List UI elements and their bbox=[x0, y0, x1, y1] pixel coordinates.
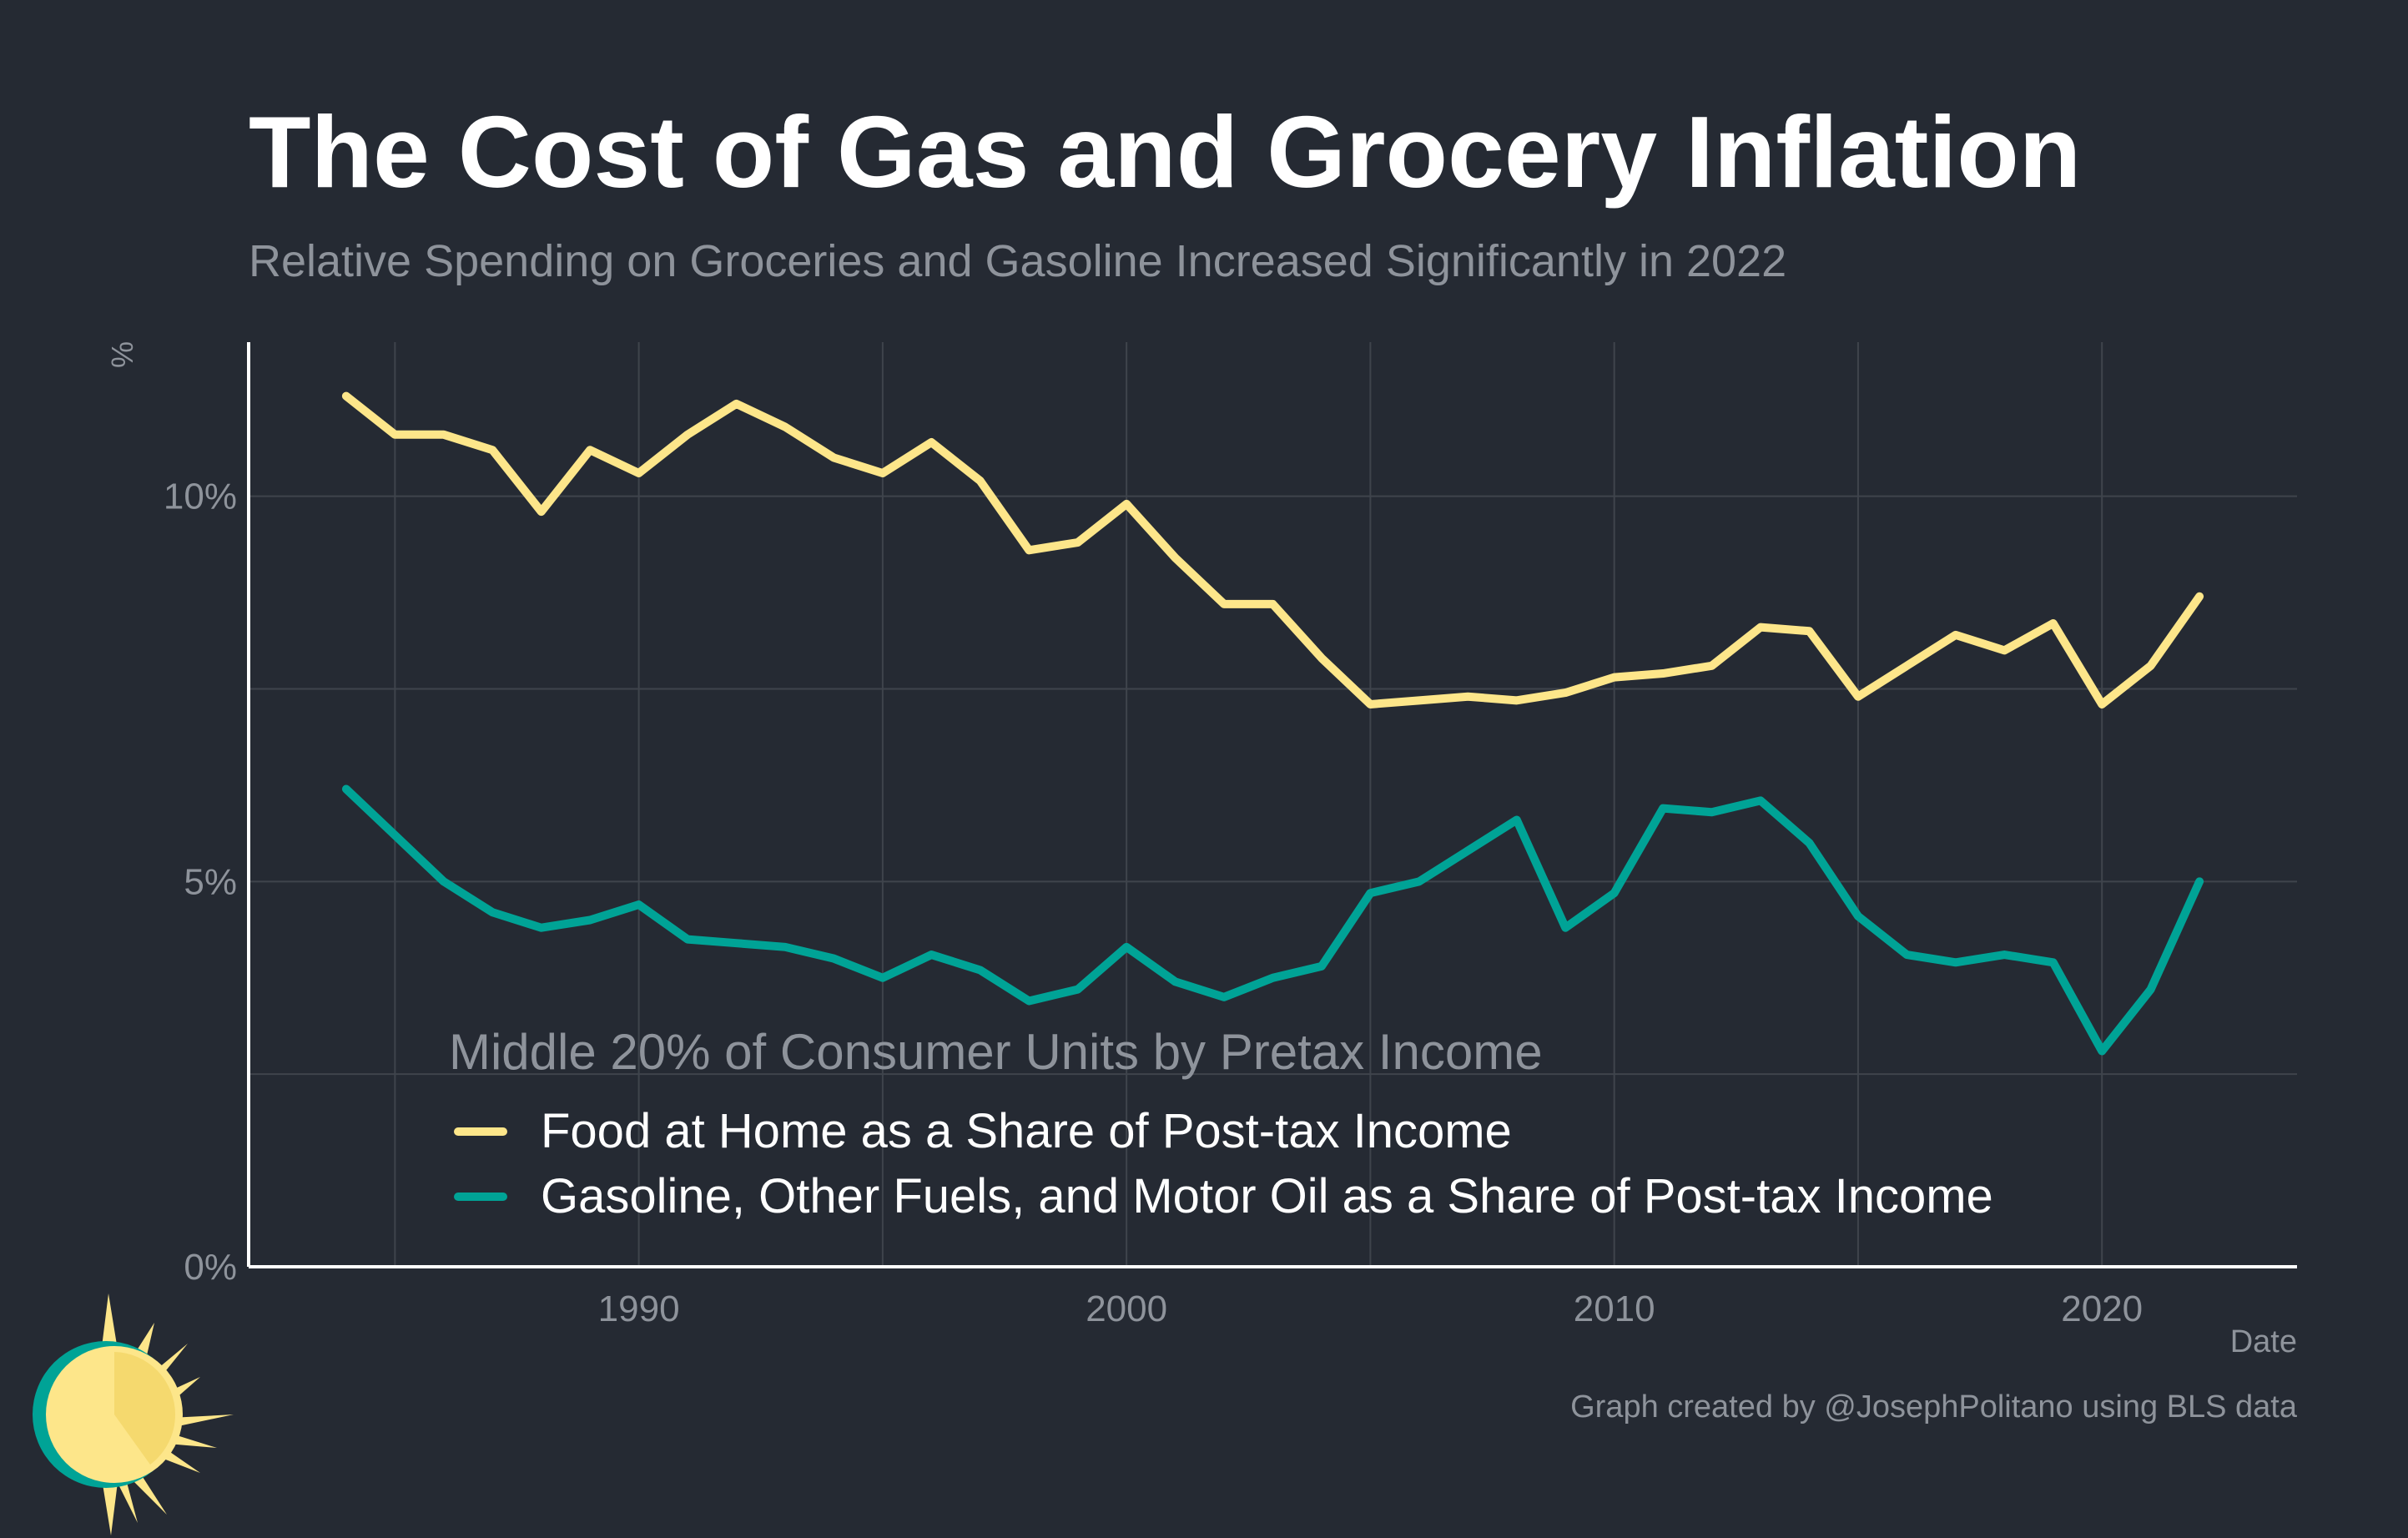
tick-labels: 1990 2000 2010 2020 0% 5% 10% bbox=[164, 477, 2143, 1329]
legend-swatch-gas bbox=[454, 1192, 507, 1201]
grid-lines bbox=[249, 342, 2297, 1267]
chart-title: The Cost of Gas and Grocery Inflation bbox=[249, 95, 2082, 209]
axes bbox=[247, 342, 2297, 1268]
x-tick-label: 2000 bbox=[1086, 1288, 1167, 1329]
y-tick-label: 10% bbox=[164, 477, 237, 517]
sun-logo-icon bbox=[33, 1293, 234, 1535]
series-line-gas bbox=[341, 784, 2204, 1056]
y-axis-label: % bbox=[105, 341, 139, 368]
legend-label-food: Food at Home as a Share of Post-tax Inco… bbox=[541, 1104, 1512, 1158]
legend-label-gas: Gasoline, Other Fuels, and Motor Oil as … bbox=[541, 1169, 1993, 1223]
y-tick-label: 5% bbox=[184, 861, 237, 902]
legend-item-gas: Gasoline, Other Fuels, and Motor Oil as … bbox=[454, 1168, 1993, 1224]
x-tick-label: 2010 bbox=[1574, 1288, 1655, 1329]
series-line-food bbox=[341, 391, 2204, 708]
y-tick-label: 0% bbox=[184, 1247, 237, 1288]
credit-text: Graph created by @JosephPolitano using B… bbox=[1570, 1389, 2297, 1425]
legend-swatch-food bbox=[454, 1127, 507, 1136]
chart-subtitle: Relative Spending on Groceries and Gasol… bbox=[249, 236, 1787, 286]
legend-item-food: Food at Home as a Share of Post-tax Inco… bbox=[454, 1103, 1512, 1159]
series-lines bbox=[341, 391, 2204, 1056]
legend-title: Middle 20% of Consumer Units by Pretax I… bbox=[449, 1024, 1543, 1080]
x-axis-label: Date bbox=[2230, 1324, 2297, 1359]
x-tick-label: 2020 bbox=[2061, 1288, 2143, 1329]
x-tick-label: 1990 bbox=[598, 1288, 680, 1329]
